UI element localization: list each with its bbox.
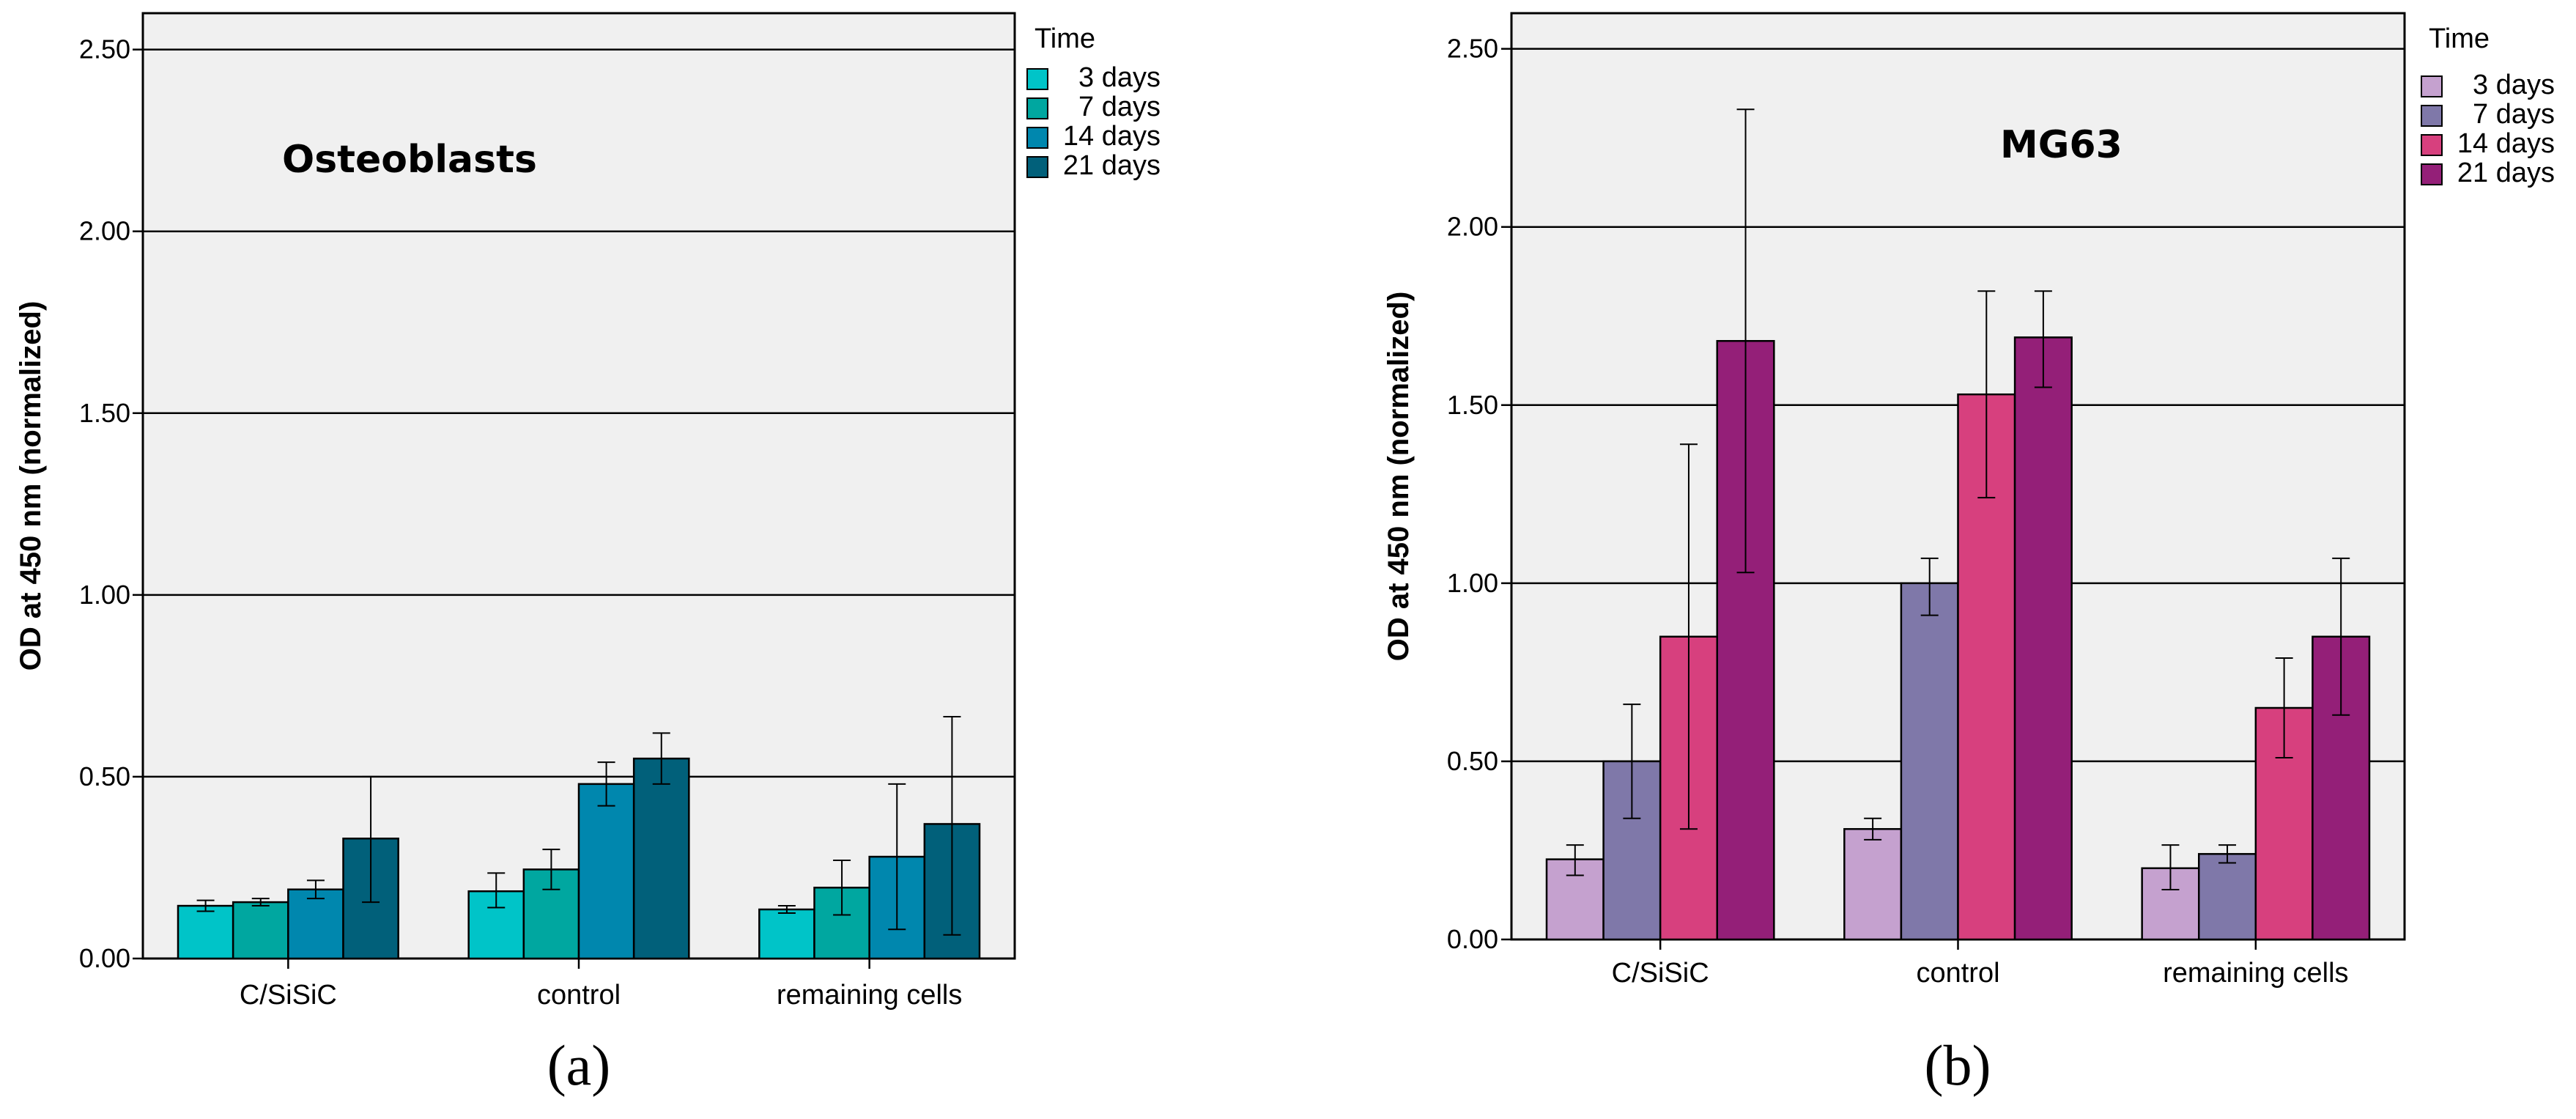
subfigure-label: (b)	[1925, 1033, 1991, 1097]
y-tick-label: 1.00	[1447, 568, 1498, 598]
legend-swatch	[2421, 163, 2443, 185]
chart-title: Osteoblasts	[282, 138, 537, 182]
x-category-label: control	[537, 980, 621, 1011]
x-category-label: control	[1916, 958, 1999, 989]
bar	[2013, 336, 2073, 941]
legend-swatch	[2421, 105, 2443, 127]
x-category-label: remaining cells	[777, 980, 962, 1011]
x-category-label: C/SiSiC	[1612, 958, 1709, 989]
y-tick-label: 2.00	[79, 216, 130, 246]
legend-item-label: 3 days	[1078, 62, 1161, 93]
bar	[232, 901, 289, 960]
y-tick-label: 2.50	[79, 34, 130, 64]
legend-item-label: 3 days	[2473, 70, 2555, 100]
bar	[1900, 582, 1959, 941]
bar	[577, 783, 635, 960]
y-tick-label: 0.00	[1447, 924, 1498, 954]
y-tick-label: 1.00	[79, 580, 130, 610]
x-category-label: C/SiSiC	[240, 980, 337, 1011]
legend-item-label: 14 days	[2457, 128, 2555, 159]
y-tick-label: 2.50	[1447, 34, 1498, 64]
y-axis-label: OD at 450 nm (normalized)	[15, 301, 47, 671]
y-tick-label: 1.50	[79, 398, 130, 428]
y-tick-label: 0.00	[79, 943, 130, 973]
y-tick-label: 0.50	[1447, 746, 1498, 776]
bar	[287, 888, 344, 960]
legend-item-label: 21 days	[2457, 158, 2555, 188]
legend-swatch	[1026, 127, 1048, 149]
chart-panel-a: 0.00 0.50 1.00 1.50 2.00 2.50 C/SiSiC control re…	[15, 12, 1161, 1097]
legend-title: Time	[1035, 23, 1095, 54]
legend-swatch	[2421, 75, 2443, 97]
legend-item-label: 14 days	[1063, 121, 1161, 152]
legend-item-label: 21 days	[1063, 150, 1161, 181]
x-category-label: remaining cells	[2163, 958, 2348, 989]
chart-panel-b: 0.00 0.50 1.00 1.50 2.00 2.50 C/SiSiC control re…	[1383, 12, 2555, 1097]
y-axis-label: OD at 450 nm (normalized)	[1383, 292, 1415, 662]
legend-swatch	[1026, 97, 1048, 119]
bar	[1843, 828, 1903, 941]
legend-swatch	[1026, 156, 1048, 178]
y-tick-label: 0.50	[79, 761, 130, 791]
legend-swatch	[1026, 68, 1048, 90]
chart-title: MG63	[2000, 123, 2122, 167]
bar	[758, 908, 815, 960]
legend-swatch	[2421, 134, 2443, 156]
bar	[632, 757, 690, 960]
legend-item-label: 7 days	[1078, 92, 1161, 122]
subfigure-label: (a)	[547, 1033, 611, 1097]
legend-item-label: 7 days	[2473, 99, 2555, 130]
y-tick-label: 1.50	[1447, 390, 1498, 420]
bar	[177, 904, 234, 960]
legend-title: Time	[2429, 23, 2490, 54]
y-tick-label: 2.00	[1447, 212, 1498, 242]
bar	[2198, 853, 2257, 941]
